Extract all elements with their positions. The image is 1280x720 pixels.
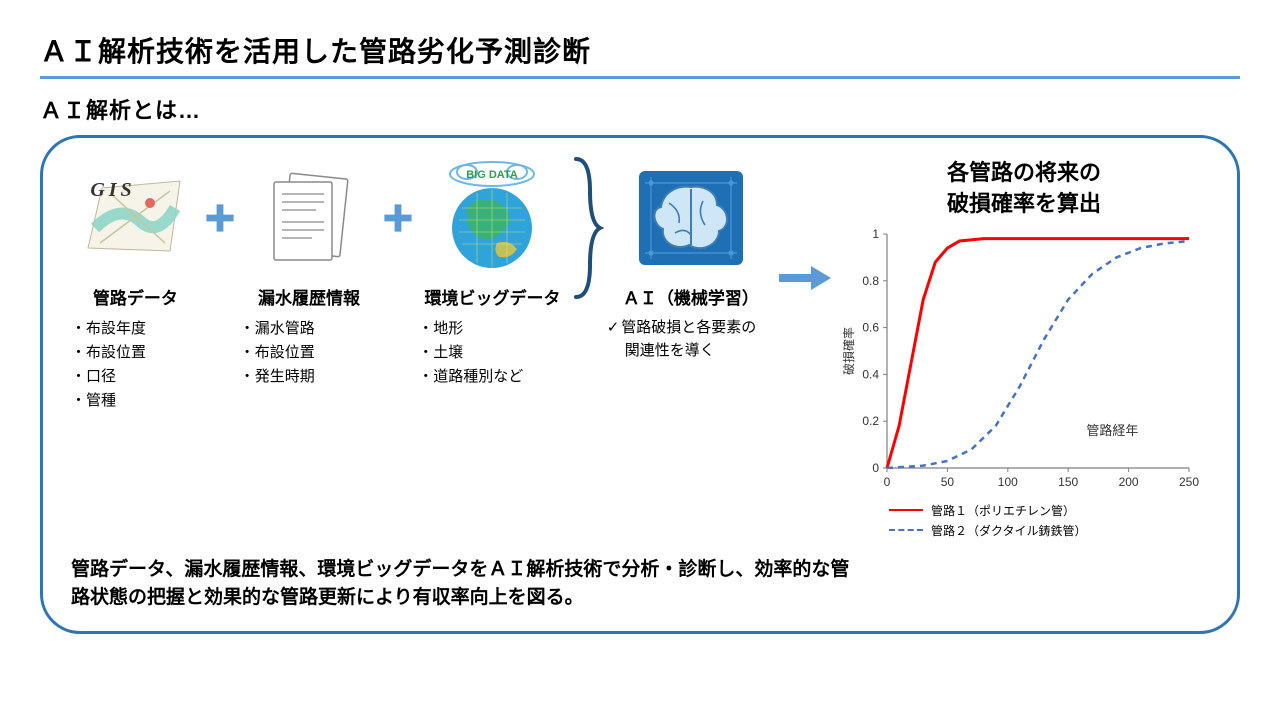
legend-item-1: 管路１（ポリエチレン管） <box>889 502 1209 519</box>
arrow-icon <box>775 218 835 338</box>
svg-text:0.8: 0.8 <box>862 273 879 287</box>
title-underline <box>40 76 1240 79</box>
svg-text:200: 200 <box>1119 475 1139 489</box>
svg-text:50: 50 <box>941 475 955 489</box>
bigdata-icon: BIG DATA <box>437 158 547 278</box>
page-title: ＡＩ解析技術を活用した管路劣化予測診断 <box>40 30 1240 70</box>
chart-legend: 管路１（ポリエチレン管） 管路２（ダクタイル鋳鉄管） <box>889 502 1209 539</box>
svg-text:0: 0 <box>872 461 879 475</box>
leak-items: 漏水管路 布設位置 発生時期 <box>240 317 315 389</box>
bigdata-label: 環境ビッグデータ <box>424 284 560 309</box>
summary-text: 管路データ、漏水履歴情報、環境ビッグデータをＡＩ解析技術で分析・診断し、効率的な… <box>71 556 851 613</box>
leak-label: 漏水履歴情報 <box>258 284 360 309</box>
col-leak: 漏水履歴情報 漏水管路 布設位置 発生時期 <box>240 158 379 389</box>
svg-text:100: 100 <box>998 475 1018 489</box>
col-chart: 各管路の将来の 破損確率を算出 0 0.2 0.4 0.6 0.8 1 0 50 100 150 2… <box>839 158 1209 542</box>
svg-text:1: 1 <box>872 227 879 241</box>
probability-chart: 0 0.2 0.4 0.6 0.8 1 0 50 100 150 200 250 破損確率管路経年 <box>839 226 1199 496</box>
svg-text:150: 150 <box>1058 475 1078 489</box>
col-bigdata: BIG DATA 環境ビッグデータ 地形 土壌 道路種別など <box>418 158 566 389</box>
svg-text:0.4: 0.4 <box>862 367 879 381</box>
gis-badge: GIS <box>90 179 135 202</box>
brain-ai-icon <box>631 158 751 278</box>
ai-note: 管路破損と各要素の 関連性を導く <box>607 317 757 362</box>
col-gis: GIS 管路データ 布設年度 布設位置 口径 管種 <box>71 158 200 413</box>
bigdata-badge: BIG DATA <box>467 169 519 181</box>
legend-item-2: 管路２（ダクタイル鋳鉄管） <box>889 522 1209 539</box>
brace-icon <box>567 158 607 298</box>
ai-label: ＡＩ（機械学習） <box>623 284 759 309</box>
gis-items: 布設年度 布設位置 口径 管種 <box>71 317 146 413</box>
subtitle: ＡＩ解析とは… <box>40 93 1240 125</box>
plus-icon <box>200 158 240 278</box>
svg-text:0.2: 0.2 <box>862 414 879 428</box>
gis-label: 管路データ <box>93 284 178 309</box>
svg-text:管路経年: 管路経年 <box>1086 423 1138 438</box>
col-ai: ＡＩ（機械学習） 管路破損と各要素の 関連性を導く <box>607 158 775 362</box>
chart-title: 各管路の将来の 破損確率を算出 <box>839 158 1209 220</box>
flow-row: GIS 管路データ 布設年度 布設位置 口径 管種 <box>71 158 1209 542</box>
svg-text:破損確率: 破損確率 <box>841 327 856 375</box>
content-box: GIS 管路データ 布設年度 布設位置 口径 管種 <box>40 135 1240 634</box>
bigdata-items: 地形 土壌 道路種別など <box>418 317 523 389</box>
document-icon <box>264 158 354 278</box>
svg-text:250: 250 <box>1179 475 1199 489</box>
gis-icon: GIS <box>80 158 190 278</box>
svg-text:0.6: 0.6 <box>862 320 879 334</box>
plus-icon <box>378 158 418 278</box>
svg-text:0: 0 <box>884 475 891 489</box>
